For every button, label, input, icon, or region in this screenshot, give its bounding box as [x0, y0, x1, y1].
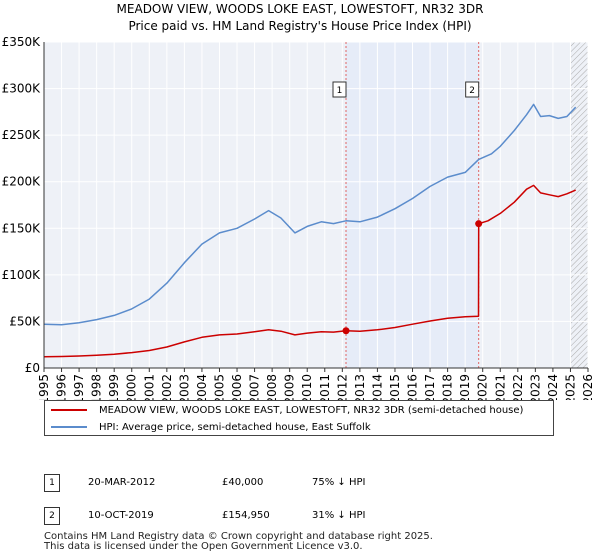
annotation-label: 1	[337, 86, 343, 96]
x-tick-label: 2024	[546, 374, 560, 400]
legend-label-property: MEADOW VIEW, WOODS LOKE EAST, LOWESTOFT,…	[99, 404, 524, 416]
y-tick-label: £250K	[2, 128, 42, 142]
transaction-marker-1: 1	[44, 474, 60, 492]
forecast-region	[570, 42, 588, 368]
legend-swatch-property	[51, 409, 87, 411]
y-tick-label: £100K	[2, 268, 42, 282]
x-tick-label: 1999	[107, 374, 121, 400]
sale-point	[342, 327, 350, 335]
plot-background	[44, 42, 588, 368]
price-chart: 1 2 £0 £50K £100K £150K £200K £250K £300K £350K 1…	[2, 35, 595, 400]
x-tick-label: 1996	[55, 374, 69, 400]
x-tick-label: 1995	[37, 374, 51, 400]
y-tick-label: £200K	[2, 175, 42, 189]
legend-swatch-hpi	[51, 426, 87, 428]
x-tick-label: 2003	[177, 374, 191, 400]
legend: MEADOW VIEW, WOODS LOKE EAST, LOWESTOFT,…	[44, 400, 554, 436]
x-tick-label: 2009	[283, 374, 297, 400]
transaction-row: 1 20-MAR-2012 £40,000 75% ↓ HPI	[44, 474, 564, 494]
x-tick-label: 2012	[335, 374, 349, 400]
transaction-price: £154,950	[222, 510, 270, 521]
x-tick-label: 2026	[581, 374, 595, 400]
x-tick-label: 2006	[230, 374, 244, 400]
annotation-box	[332, 81, 347, 98]
y-tick-label: £150K	[2, 221, 42, 235]
chart-title: MEADOW VIEW, WOODS LOKE EAST, LOWESTOFT,…	[116, 2, 484, 16]
sale-point	[475, 220, 483, 228]
x-tick-label: 1998	[90, 374, 104, 400]
transaction-date: 10-OCT-2019	[88, 510, 154, 521]
x-tick-label: 2019	[458, 374, 472, 400]
x-tick-label: 2021	[493, 374, 507, 400]
x-tick-label: 2002	[160, 374, 174, 400]
transaction-marker-2: 2	[44, 507, 60, 525]
footer-licence: This data is licensed under the Open Gov…	[44, 541, 363, 552]
annotation-box	[465, 81, 480, 98]
x-tick-label: 2011	[318, 374, 332, 400]
legend-item-property: MEADOW VIEW, WOODS LOKE EAST, LOWESTOFT,…	[51, 402, 523, 418]
transaction-price: £40,000	[222, 477, 264, 488]
x-tick-label: 2017	[423, 374, 437, 400]
y-tick-label: £50K	[9, 314, 41, 328]
y-tick-label: £300K	[2, 82, 42, 96]
x-tick-label: 2000	[125, 374, 139, 400]
transaction-row: 2 10-OCT-2019 £154,950 31% ↓ HPI	[44, 507, 564, 527]
x-tick-label: 2016	[406, 374, 420, 400]
x-tick-label: 2025	[563, 374, 577, 400]
x-tick-label: 2015	[388, 374, 402, 400]
legend-label-hpi: HPI: Average price, semi-detached house,…	[99, 421, 371, 433]
x-tick-label: 2018	[441, 374, 455, 400]
transaction-hpi: 31% ↓ HPI	[312, 510, 366, 521]
series-line-hpi	[43, 103, 577, 326]
legend-item-hpi: HPI: Average price, semi-detached house,…	[51, 419, 371, 435]
y-tick-label: £350K	[2, 35, 42, 49]
x-tick-label: 2010	[300, 374, 314, 400]
chart-subtitle: Price paid vs. HM Land Registry's House …	[128, 19, 472, 33]
x-tick-label: 2004	[195, 374, 209, 400]
x-tick-label: 2008	[265, 374, 279, 400]
x-tick-label: 2022	[511, 374, 525, 400]
x-tick-label: 2005	[212, 374, 226, 400]
footer-copyright: Contains HM Land Registry data © Crown c…	[44, 531, 433, 542]
transaction-date: 20-MAR-2012	[88, 477, 156, 488]
y-tick-label: £0	[25, 361, 40, 375]
x-tick-label: 2023	[528, 374, 542, 400]
x-tick-label: 1997	[72, 374, 86, 400]
footer: Contains HM Land Registry data © Crown c…	[44, 532, 433, 552]
x-tick-label: 2014	[370, 374, 384, 400]
x-tick-label: 2001	[142, 374, 156, 400]
x-tick-label: 2013	[353, 374, 367, 400]
annotation-label: 2	[469, 86, 475, 96]
x-tick-label: 2007	[248, 374, 262, 400]
transaction-hpi: 75% ↓ HPI	[312, 477, 366, 488]
x-tick-label: 2020	[476, 374, 490, 400]
